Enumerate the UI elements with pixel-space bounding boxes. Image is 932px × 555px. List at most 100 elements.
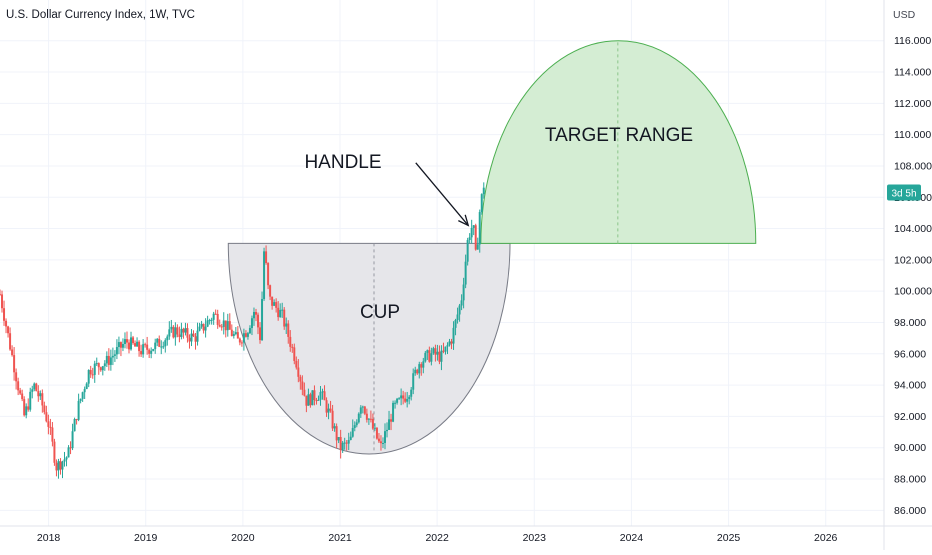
y-tick-label: 90.000 <box>894 442 926 454</box>
candle-body <box>406 398 409 402</box>
candles <box>0 182 485 479</box>
candle-body <box>198 326 201 331</box>
x-tick-label: 2023 <box>523 532 547 544</box>
candle-body <box>182 328 185 333</box>
candle-body <box>236 332 239 339</box>
candle-body <box>111 355 114 358</box>
candle-body <box>107 355 110 365</box>
candle-body <box>361 406 364 408</box>
candle-body <box>99 367 102 371</box>
candle-body <box>426 350 429 353</box>
candle-body <box>47 421 50 427</box>
candle-body <box>206 320 209 327</box>
candle-body <box>224 320 227 331</box>
candle-body <box>418 364 421 374</box>
candle-body <box>446 345 449 347</box>
candle-body <box>83 389 86 393</box>
candle-body <box>43 405 46 413</box>
candle-body <box>319 392 322 400</box>
target-range-label: TARGET RANGE <box>545 125 693 146</box>
candle-body <box>452 327 455 344</box>
candle-body <box>148 349 151 354</box>
candle-body <box>474 225 477 250</box>
candle-body <box>337 437 340 441</box>
candle-body <box>392 402 395 422</box>
candle-body <box>442 350 445 352</box>
candle-body <box>357 413 360 423</box>
candle-body <box>394 402 397 404</box>
candle-body <box>220 326 223 328</box>
candle-body <box>130 337 133 350</box>
candle-body <box>77 400 80 420</box>
candle-body <box>436 351 439 355</box>
candle-body <box>305 395 308 406</box>
candle-body <box>93 363 96 375</box>
candle-body <box>341 442 344 451</box>
candle-body <box>160 346 163 348</box>
candle-body <box>15 372 18 382</box>
candle-body <box>458 305 461 315</box>
candle-body <box>299 376 302 382</box>
candle-body <box>11 349 14 356</box>
candle-body <box>277 307 280 318</box>
candle-body <box>218 324 221 327</box>
candle-body <box>384 431 387 443</box>
candle-body <box>39 393 42 397</box>
x-tick-label: 2025 <box>717 532 741 544</box>
candle-body <box>132 337 135 344</box>
candle-body <box>291 346 294 348</box>
candle-body <box>186 328 189 338</box>
candle-body <box>69 447 72 449</box>
candle-body <box>416 369 419 374</box>
candle-body <box>184 328 187 333</box>
y-tick-label: 116.000 <box>894 35 931 47</box>
candle-body <box>238 338 241 343</box>
candle-body <box>402 395 405 399</box>
price-badge <box>887 184 921 201</box>
candle-body <box>1 294 4 309</box>
candle-body <box>31 389 34 392</box>
candle-body <box>329 408 332 411</box>
y-tick-label: 100.000 <box>894 286 932 298</box>
candle-body <box>257 314 260 328</box>
candle-body <box>472 225 475 228</box>
candle-body <box>345 442 348 444</box>
annotations: CUP HANDLE TARGET RANGE <box>304 125 693 323</box>
candle-body <box>121 343 124 348</box>
handle-arrow-line <box>415 162 469 226</box>
candle-body <box>200 323 203 327</box>
candle-body <box>228 321 231 330</box>
candle-body <box>89 369 92 375</box>
x-tick-label: 2018 <box>37 532 61 544</box>
candle-body <box>61 461 64 470</box>
candle-body <box>23 399 26 416</box>
candle-body <box>87 369 90 384</box>
x-tick-label: 2020 <box>231 532 255 544</box>
candle-body <box>430 353 433 362</box>
candle-body <box>53 441 56 463</box>
candle-body <box>293 347 296 361</box>
candle-body <box>27 406 30 410</box>
candle-body <box>410 389 413 397</box>
candle-body <box>482 187 485 195</box>
candle-body <box>174 327 177 338</box>
candle-body <box>57 461 60 471</box>
candle-body <box>35 383 38 392</box>
candle-body <box>289 336 292 347</box>
candle-body <box>480 194 483 213</box>
cup-semicircle <box>227 242 511 455</box>
candle-body <box>303 389 306 396</box>
candle-body <box>454 319 457 328</box>
y-tick-label: 88.000 <box>894 474 926 486</box>
candle-body <box>128 342 131 350</box>
candle-body <box>404 398 407 402</box>
x-tick-label: 2024 <box>620 532 644 544</box>
candle-body <box>192 333 195 337</box>
candle-body <box>271 296 274 306</box>
handle-label: HANDLE <box>304 152 381 173</box>
candle-body <box>152 349 155 351</box>
candle-body <box>190 333 193 342</box>
